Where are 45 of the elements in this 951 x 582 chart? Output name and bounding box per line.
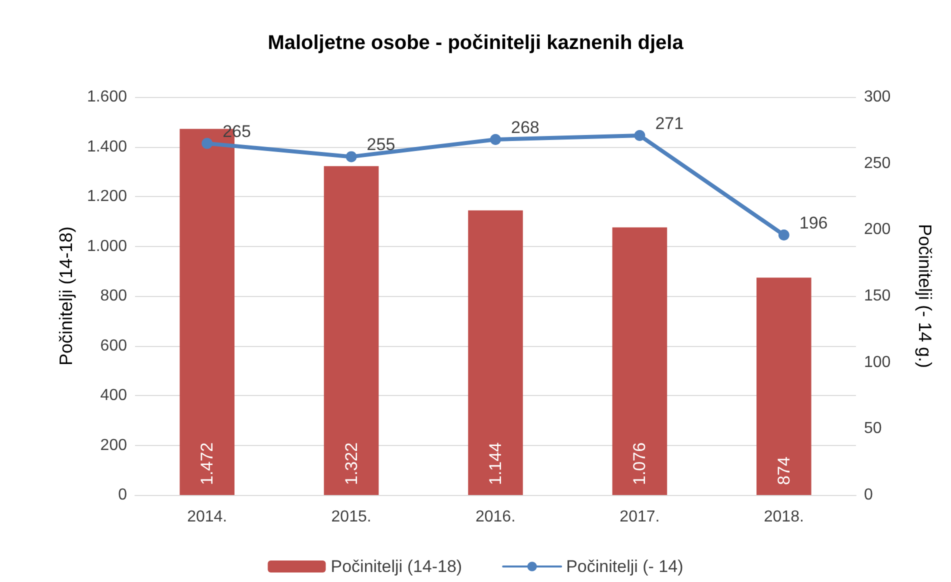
- y-tick-label: 1.400: [86, 138, 128, 156]
- point: [346, 151, 357, 162]
- x-tick-label: 2017.: [620, 508, 660, 526]
- y2-tick-label: 250: [864, 154, 891, 172]
- y-tick-label: 600: [100, 337, 128, 354]
- y2-tick-label: 200: [864, 221, 891, 238]
- data-label: 265: [222, 122, 251, 141]
- data-label: 1.076: [630, 442, 650, 485]
- x-tick-label: 2018.: [764, 508, 804, 526]
- y2-axis-title: Počinitelji (- 14 g.): [915, 224, 935, 368]
- y-tick-label: 200: [100, 436, 128, 454]
- data-label: 268: [511, 118, 540, 137]
- y-tick-label: 800: [100, 288, 128, 304]
- data-label: 196: [799, 213, 828, 232]
- point: [778, 229, 790, 240]
- y2-tick-label: 150: [864, 288, 891, 304]
- y-tick-label: 400: [100, 387, 128, 404]
- legend-label: Počinitelji (- 14): [566, 557, 684, 576]
- bar: [324, 166, 379, 495]
- y-tick-label: 1.200: [86, 188, 128, 205]
- data-label: 255: [366, 135, 396, 154]
- point: [634, 130, 646, 141]
- y-axis-title: Počinitelji (14-18): [56, 226, 76, 366]
- data-label: 1.322: [342, 442, 361, 485]
- x-tick-label: 2015.: [331, 508, 372, 526]
- bar: [612, 227, 668, 495]
- y2-tick-label: 50: [864, 420, 882, 438]
- y2-tick-label: 0: [864, 486, 873, 504]
- data-label: 1.472: [198, 442, 217, 485]
- y-tick-label: 1.000: [86, 238, 128, 255]
- point: [202, 138, 213, 149]
- x-tick-label: 2016.: [475, 508, 516, 526]
- bar: [756, 278, 812, 495]
- bar: [468, 210, 523, 495]
- x-tick-label: 2014.: [187, 508, 228, 526]
- legend-label: Počinitelji (14-18): [330, 557, 462, 576]
- y2-tick-label: 100: [864, 354, 891, 371]
- y-tick-label: 1.600: [86, 88, 128, 106]
- point: [490, 134, 501, 145]
- data-label: 1.144: [486, 442, 505, 485]
- y2-tick-label: 300: [864, 88, 891, 106]
- data-label: 271: [655, 114, 684, 133]
- chart-title: Maloljetne osobe - počinitelji kaznenih djela: [268, 32, 684, 54]
- data-label: 874: [774, 456, 794, 485]
- y-tick-label: 0: [118, 486, 128, 504]
